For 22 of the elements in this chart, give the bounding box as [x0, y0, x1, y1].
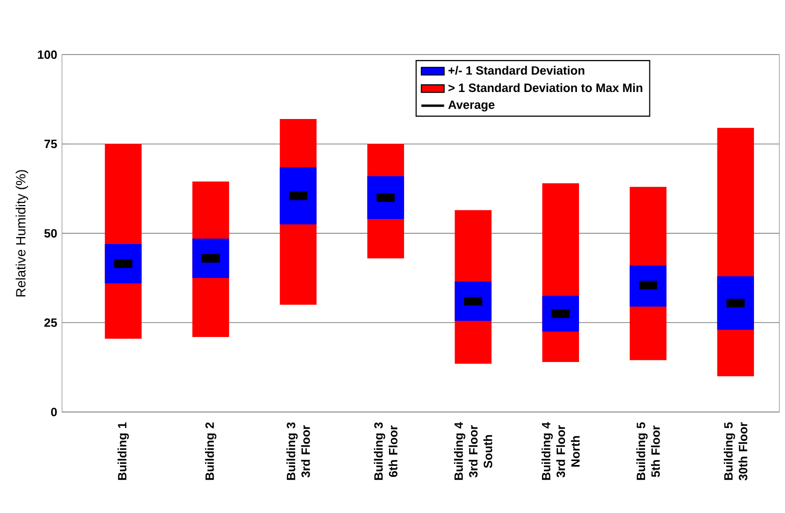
x-tick-label: Building 1 [118, 422, 129, 480]
x-tick-label: Building 2 [205, 422, 216, 480]
x-tick-label: Building 3 6th Floor [374, 422, 398, 480]
legend-label: > 1 Standard Deviation to Max Min [448, 83, 642, 92]
legend-label: Average [448, 100, 494, 112]
y-tick-label: 25 [44, 318, 57, 327]
bar [280, 167, 317, 224]
legend-label: +/- 1 Standard Deviation [448, 66, 584, 75]
bar [717, 276, 754, 330]
bar [104, 244, 142, 284]
x-tick-label: Building 4 3rd Floor North [542, 422, 580, 480]
x-tick-label: Building 3 3rd Floor [286, 422, 310, 480]
y-tick-label: 50 [44, 229, 57, 238]
y-tick-label: 100 [38, 50, 57, 59]
bar [630, 265, 666, 307]
y-axis-title: Relative Humidity (%) [16, 170, 28, 296]
x-tick-label: Building 4 3rd Floor South [454, 422, 492, 480]
y-tick-label: 0 [51, 408, 57, 416]
x-tick-label: Building 5 30th Floor [724, 422, 748, 480]
y-tick-label: 75 [44, 140, 57, 148]
x-tick-label: Building 5 5th Floor [636, 422, 660, 480]
bar [192, 238, 230, 278]
